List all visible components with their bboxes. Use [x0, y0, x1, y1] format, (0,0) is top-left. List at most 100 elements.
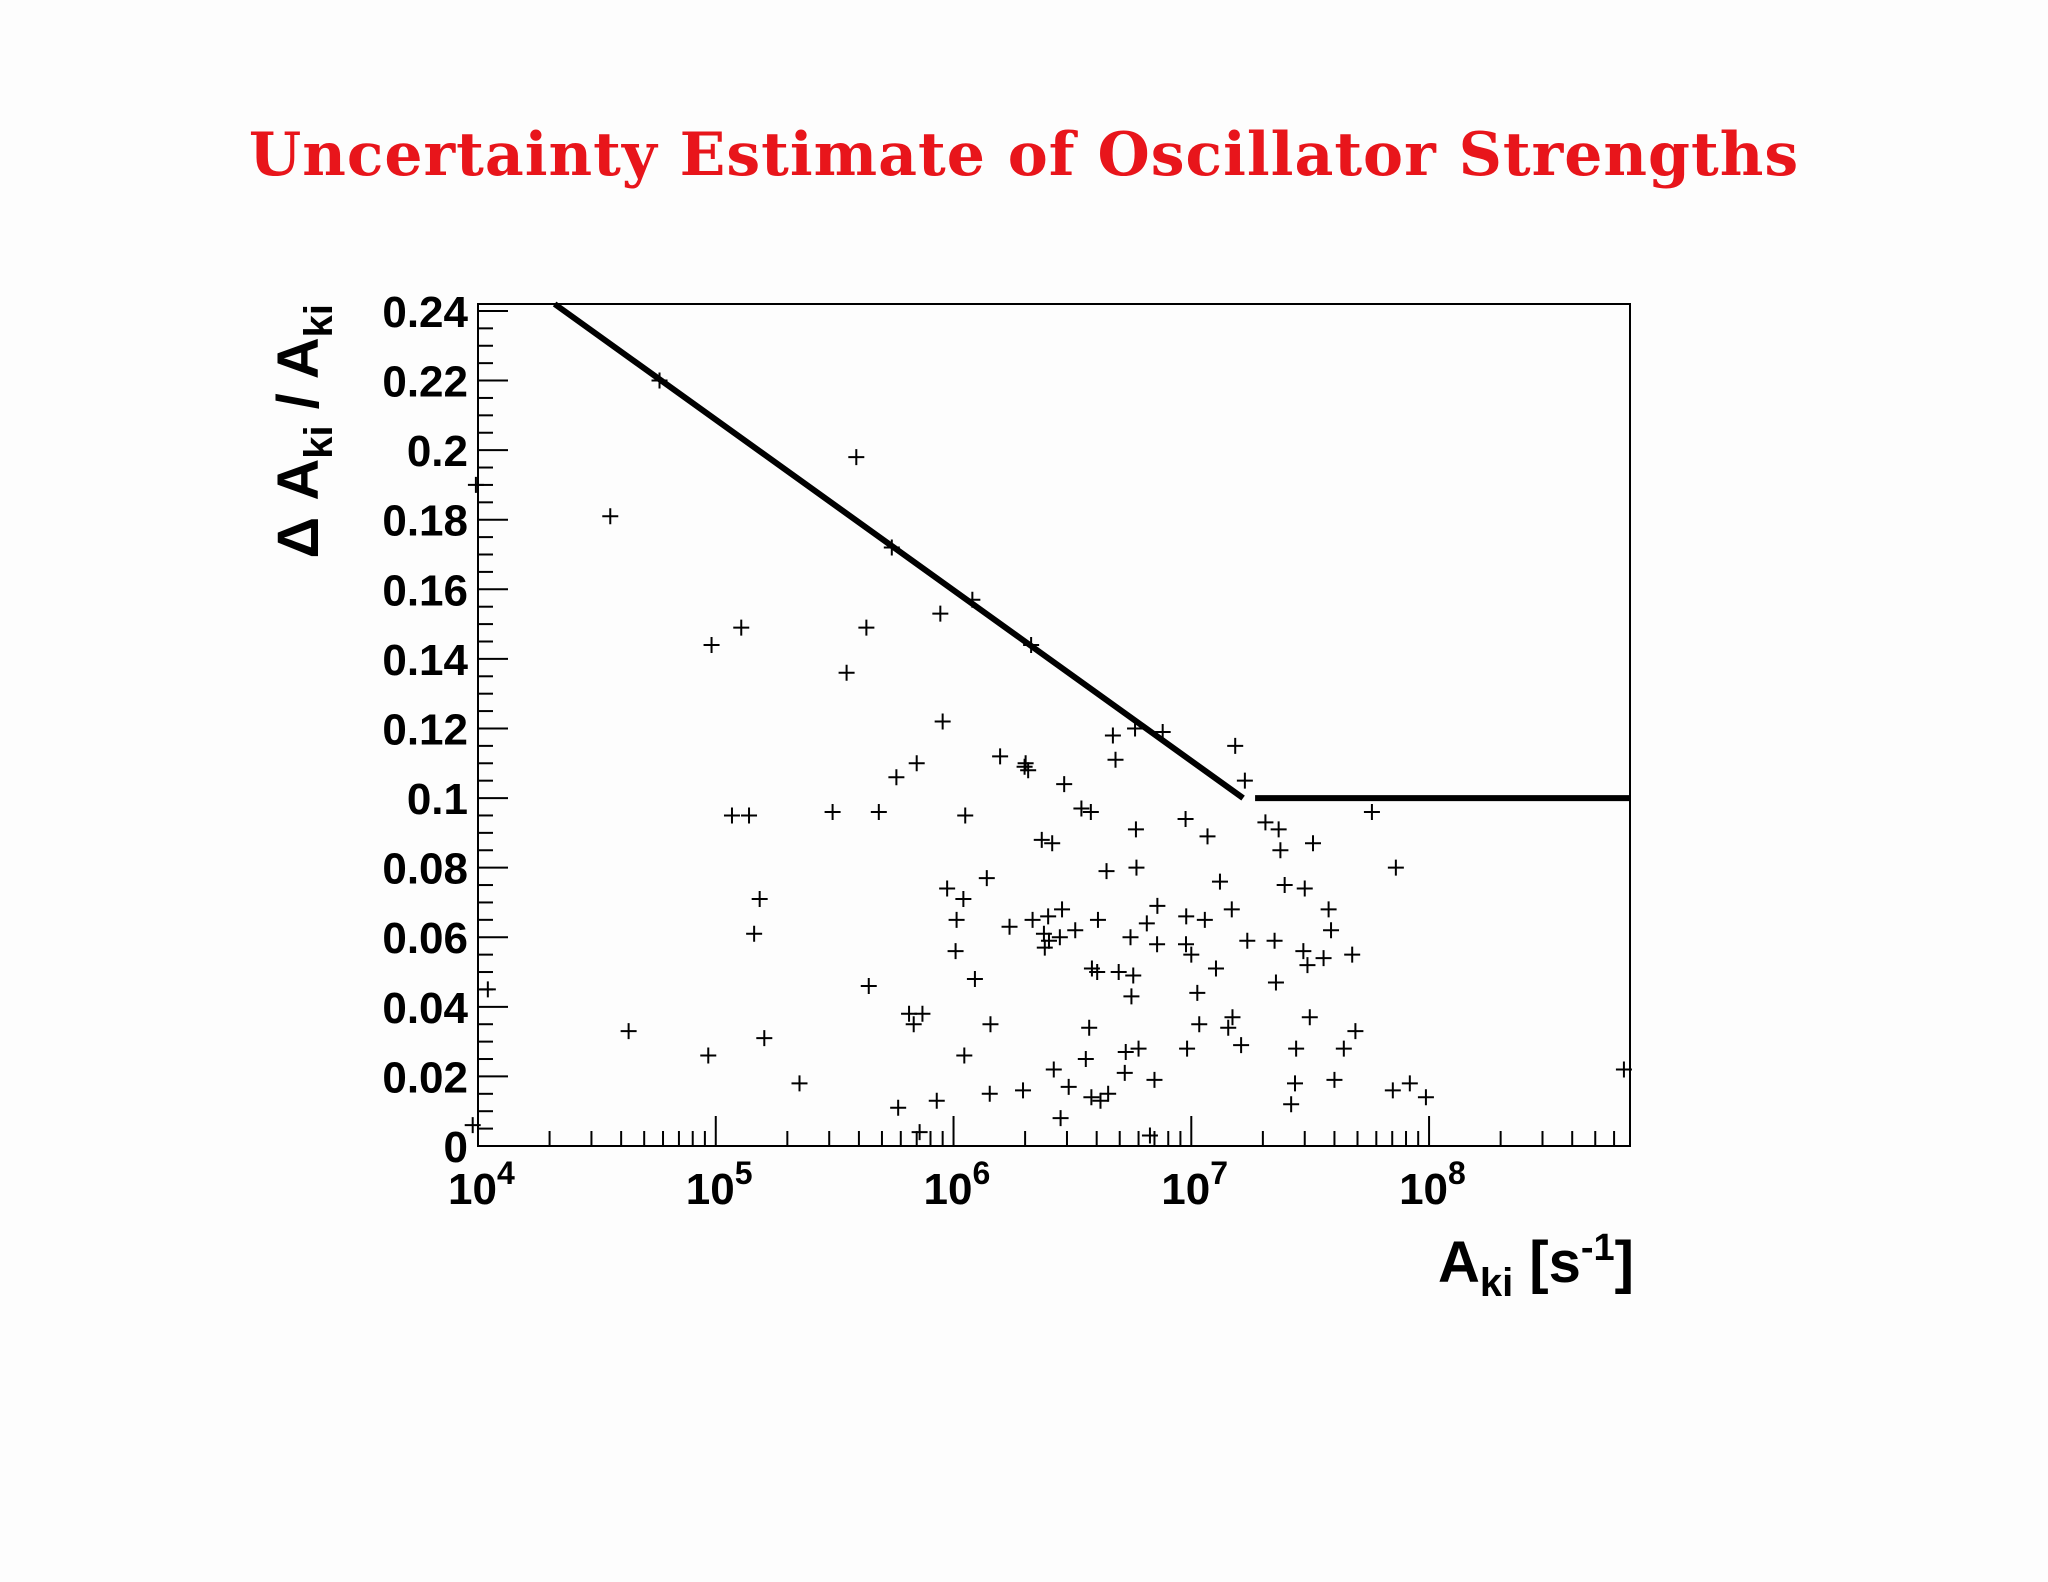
data-point: [1104, 727, 1121, 744]
data-point: [1045, 1061, 1062, 1078]
y-tick-label: 0.12: [382, 705, 468, 754]
data-point: [1287, 1075, 1303, 1092]
data-point: [1283, 1096, 1300, 1113]
data-point: [1083, 1089, 1100, 1106]
data-point: [733, 619, 750, 636]
data-point: [883, 539, 900, 556]
data-point: [1017, 755, 1034, 772]
data-point: [1141, 1127, 1158, 1144]
data-point: [1149, 936, 1166, 953]
data-point: [1138, 915, 1155, 932]
data-point: [1267, 974, 1284, 991]
data-point: [703, 636, 720, 653]
data-point: [723, 807, 740, 824]
y-tick-label: 0.08: [382, 845, 468, 894]
y-axis-title: Δ Aki / Aki: [266, 304, 341, 558]
x-tick-label: 106: [924, 1155, 991, 1214]
data-point: [982, 1016, 999, 1033]
data-point: [1276, 877, 1293, 894]
data-point: [860, 977, 877, 994]
data-point: [1015, 1082, 1032, 1099]
data-point: [1211, 873, 1228, 890]
data-point: [756, 1030, 773, 1047]
y-tick-label: 0.14: [382, 636, 468, 685]
data-point: [467, 476, 484, 493]
data-point: [1056, 776, 1073, 793]
data-point: [1335, 1040, 1352, 1057]
data-point: [1089, 911, 1106, 928]
data-point: [1130, 1040, 1147, 1057]
data-point: [1051, 929, 1068, 946]
data-point: [746, 925, 763, 942]
data-point: [966, 970, 983, 987]
data-point: [948, 911, 965, 928]
y-tick-label: 0.18: [382, 497, 468, 546]
y-tick-label: 0.2: [407, 427, 468, 476]
data-point: [1073, 800, 1090, 817]
data-point: [1189, 984, 1206, 1001]
data-point: [1177, 810, 1194, 827]
data-point: [1417, 1089, 1434, 1106]
data-point: [1122, 929, 1139, 946]
data-point: [934, 713, 951, 730]
y-tick-label: 0.1: [407, 775, 468, 824]
data-point: [1116, 1064, 1133, 1081]
data-point: [947, 943, 964, 960]
data-point: [791, 1075, 808, 1092]
data-point: [751, 890, 768, 907]
data-point: [1233, 1037, 1250, 1054]
data-point: [620, 1023, 637, 1040]
data-point: [1220, 1019, 1237, 1036]
data-point: [1036, 939, 1053, 956]
data-point: [858, 619, 875, 636]
x-tick-label: 108: [1399, 1155, 1466, 1214]
data-point: [981, 1085, 998, 1102]
data-point: [1223, 901, 1240, 918]
data-point: [1236, 772, 1253, 789]
data-point: [602, 508, 619, 525]
data-point: [1127, 720, 1144, 737]
y-tick-label: 0.02: [382, 1053, 468, 1102]
data-point: [1183, 946, 1200, 963]
data-point: [939, 880, 956, 897]
data-point: [1191, 1016, 1208, 1033]
x-tick-label: 107: [1161, 1155, 1228, 1214]
data-point: [1023, 636, 1040, 653]
data-point: [741, 807, 758, 824]
data-point: [1100, 1085, 1117, 1102]
data-point: [1033, 831, 1050, 848]
data-point: [978, 870, 995, 887]
data-point: [992, 748, 1009, 765]
data-point: [848, 449, 865, 466]
data-point: [911, 1124, 928, 1141]
y-tick-label: 0.22: [382, 358, 468, 407]
data-point: [1092, 1092, 1109, 1109]
y-tick-label: 0.06: [382, 914, 468, 963]
data-point: [1044, 835, 1061, 852]
data-point: [651, 372, 668, 389]
data-point: [700, 1047, 717, 1064]
data-point: [1040, 908, 1057, 925]
data-point: [1257, 814, 1274, 831]
data-point: [1301, 1009, 1318, 1026]
data-point: [1089, 964, 1106, 981]
data-point: [1178, 908, 1195, 925]
data-point: [1323, 922, 1340, 939]
axis-ticks: [477, 309, 1631, 1147]
data-point: [955, 890, 972, 907]
data-point: [824, 803, 841, 820]
data-point: [1020, 762, 1037, 779]
data-point: [1347, 1023, 1364, 1040]
data-point: [1077, 1051, 1094, 1068]
data-point: [1299, 957, 1316, 974]
data-point: [1295, 943, 1312, 960]
data-point: [1098, 863, 1115, 880]
data-point: [928, 1092, 945, 1109]
plot-frame: [477, 303, 1631, 1147]
data-point: [1387, 859, 1404, 876]
data-point: [1288, 1040, 1305, 1057]
data-point: [1363, 803, 1380, 820]
data-point: [1178, 936, 1194, 953]
x-axis-title: Aki [s-1]: [1438, 1227, 1634, 1305]
data-point: [1227, 737, 1244, 754]
